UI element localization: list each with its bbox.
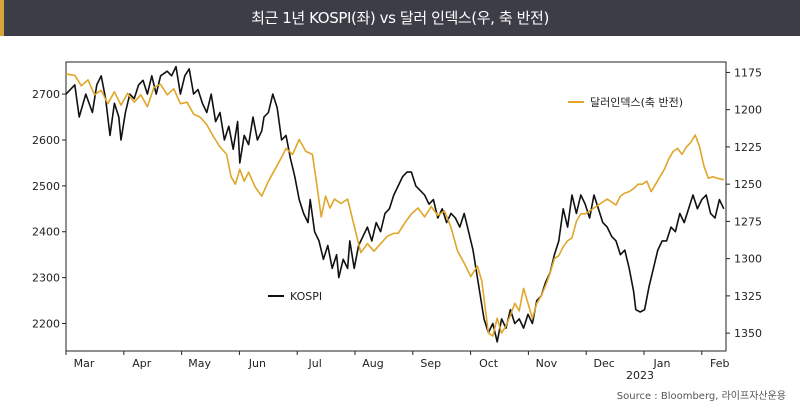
right-axis-label: 1350 [734,327,762,340]
x-axis-label: Jan [653,357,671,370]
x-axis-year-label: 2023 [626,369,654,382]
left-axis-label: 2300 [32,272,60,285]
x-axis-label: Jun [248,357,266,370]
right-axis-label: 1175 [734,66,762,79]
right-axis-label: 1250 [734,178,762,191]
x-axis-label: Jul [308,357,322,370]
chart-title: 최근 1년 KOSPI(좌) vs 달러 인덱스(우, 축 반전) [251,9,549,27]
chart-header: 최근 1년 KOSPI(좌) vs 달러 인덱스(우, 축 반전) [0,0,800,36]
source-note: Source : Bloomberg, 라이프자산운용 [616,391,786,402]
left-axis-label: 2400 [32,226,60,239]
left-axis-label: 2200 [32,317,60,330]
x-axis-label: Mar [74,357,95,370]
x-axis-label: Dec [594,357,615,370]
legend-dollar-label: 달러인덱스(축 반전) [590,96,683,109]
plot-border [65,61,727,352]
x-axis-label: Apr [132,357,152,370]
right-axis-label: 1200 [734,104,762,117]
x-axis-label: Feb [710,357,729,370]
left-axis-label: 2500 [32,180,60,193]
left-axis-label: 2700 [32,88,60,101]
dollar-index-line [65,73,724,337]
legend-kospi-label: KOSPI [290,290,322,303]
right-axis-label: 1300 [734,253,762,266]
x-axis-label: Sep [420,357,441,370]
right-axis-label: 1325 [734,290,762,303]
right-axis-label: 1275 [734,215,762,228]
right-axis-label: 1225 [734,141,762,154]
left-axis-label: 2600 [32,134,60,147]
x-axis-label: Aug [362,357,383,370]
header-accent [0,0,4,36]
x-axis-label: Oct [479,357,499,370]
x-axis-label: Nov [536,357,558,370]
x-axis-label: May [188,357,211,370]
kospi-line [65,65,725,343]
